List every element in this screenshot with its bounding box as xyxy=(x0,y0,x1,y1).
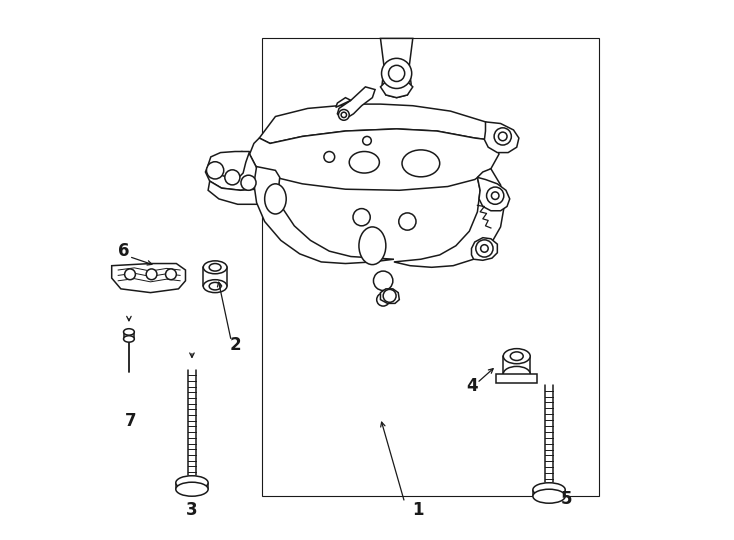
Ellipse shape xyxy=(402,150,440,177)
Circle shape xyxy=(125,269,135,280)
Text: 1: 1 xyxy=(413,501,424,519)
Ellipse shape xyxy=(176,482,208,496)
Text: 2: 2 xyxy=(229,336,241,354)
Polygon shape xyxy=(208,179,280,204)
Circle shape xyxy=(388,65,404,82)
Ellipse shape xyxy=(533,483,565,497)
Ellipse shape xyxy=(349,152,379,173)
Circle shape xyxy=(494,128,512,145)
Text: 7: 7 xyxy=(126,412,137,430)
Circle shape xyxy=(206,162,224,179)
Polygon shape xyxy=(335,98,351,107)
Ellipse shape xyxy=(203,280,227,293)
Polygon shape xyxy=(380,82,413,98)
Circle shape xyxy=(399,213,416,230)
Polygon shape xyxy=(250,129,499,190)
Polygon shape xyxy=(259,104,499,144)
Circle shape xyxy=(382,58,412,89)
Polygon shape xyxy=(380,38,413,98)
Circle shape xyxy=(363,137,371,145)
Circle shape xyxy=(241,175,256,190)
Ellipse shape xyxy=(265,184,286,214)
Circle shape xyxy=(341,112,346,118)
Text: 4: 4 xyxy=(466,377,478,395)
Circle shape xyxy=(324,152,335,163)
Ellipse shape xyxy=(209,264,221,271)
Circle shape xyxy=(487,187,504,204)
Circle shape xyxy=(353,208,370,226)
Polygon shape xyxy=(206,152,275,190)
Polygon shape xyxy=(112,264,186,293)
Circle shape xyxy=(383,289,396,302)
Polygon shape xyxy=(262,38,599,496)
Circle shape xyxy=(166,269,176,280)
Ellipse shape xyxy=(504,349,530,364)
Text: 5: 5 xyxy=(561,490,572,508)
Circle shape xyxy=(492,192,499,199)
Ellipse shape xyxy=(504,367,530,381)
Ellipse shape xyxy=(176,476,208,490)
Polygon shape xyxy=(254,166,394,264)
Ellipse shape xyxy=(209,282,221,290)
Circle shape xyxy=(374,271,393,291)
Text: 3: 3 xyxy=(186,501,197,519)
Text: 6: 6 xyxy=(117,242,129,260)
Ellipse shape xyxy=(123,336,134,342)
Polygon shape xyxy=(484,122,519,153)
Circle shape xyxy=(146,269,157,280)
Ellipse shape xyxy=(533,489,565,503)
Polygon shape xyxy=(338,87,375,118)
Ellipse shape xyxy=(123,329,134,335)
Circle shape xyxy=(498,132,507,141)
Circle shape xyxy=(377,293,390,306)
Polygon shape xyxy=(380,289,399,303)
Ellipse shape xyxy=(510,352,523,361)
Circle shape xyxy=(476,240,493,257)
Polygon shape xyxy=(477,177,509,211)
Circle shape xyxy=(338,110,349,120)
Polygon shape xyxy=(471,238,498,260)
Circle shape xyxy=(225,170,240,185)
Ellipse shape xyxy=(203,261,227,274)
Ellipse shape xyxy=(359,227,386,265)
Polygon shape xyxy=(496,374,537,383)
Polygon shape xyxy=(208,152,250,178)
Polygon shape xyxy=(394,168,504,267)
Circle shape xyxy=(481,245,488,252)
